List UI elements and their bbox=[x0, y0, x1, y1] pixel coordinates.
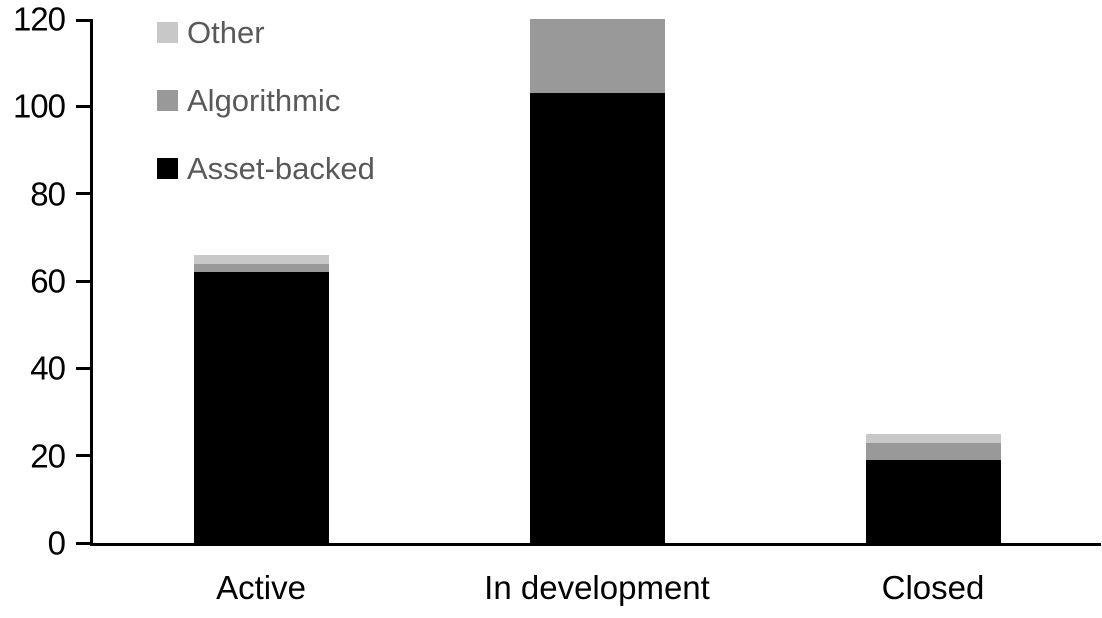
y-axis-tick-80 bbox=[76, 192, 90, 196]
legend-item-algorithmic: Algorithmic bbox=[157, 82, 375, 118]
bar-segment-algorithmic-active bbox=[193, 263, 329, 273]
bar-segment-other-active bbox=[193, 254, 329, 264]
x-axis-label-active: Active bbox=[216, 569, 306, 606]
y-axis-tick-40 bbox=[76, 366, 90, 370]
bar-active bbox=[193, 19, 329, 543]
x-axis-label-in-development: In development bbox=[484, 569, 710, 606]
bar-segment-algorithmic-in-development bbox=[529, 19, 665, 94]
bar-segment-asset-backed-in-development bbox=[529, 93, 665, 543]
bar-closed bbox=[865, 19, 1001, 543]
legend-label-other: Other bbox=[187, 14, 265, 50]
y-axis-label-60: 60 bbox=[30, 262, 66, 300]
bar-segment-asset-backed-closed bbox=[865, 460, 1001, 543]
legend-label-algorithmic: Algorithmic bbox=[187, 82, 341, 118]
plot-area: 0 20 40 60 80 100 120 Active In development Close… bbox=[13, 3, 1101, 604]
legend-item-asset-backed: Asset-backed bbox=[157, 150, 375, 186]
legend-label-asset-backed: Asset-backed bbox=[187, 150, 375, 186]
y-axis-tick-60 bbox=[76, 279, 90, 283]
y-axis-label-20: 20 bbox=[30, 437, 66, 475]
bar-in-development bbox=[529, 19, 665, 543]
bar-segment-algorithmic-closed bbox=[865, 442, 1001, 461]
y-axis-label-40: 40 bbox=[30, 349, 66, 387]
y-axis-tick-100 bbox=[76, 104, 90, 108]
y-axis-tick-0 bbox=[76, 541, 90, 545]
legend-swatch-asset-backed-icon bbox=[157, 157, 178, 179]
y-axis-label-0: 0 bbox=[47, 524, 66, 562]
x-axis-label-closed: Closed bbox=[881, 569, 985, 606]
legend: Other Algorithmic Asset-backed bbox=[157, 14, 375, 186]
legend-item-other: Other bbox=[157, 14, 375, 50]
bar-segment-other-closed bbox=[865, 433, 1001, 443]
y-axis-label-100: 100 bbox=[12, 87, 66, 125]
y-axis-label-120: 120 bbox=[12, 0, 66, 38]
y-axis-tick-20 bbox=[76, 454, 90, 458]
bar-segment-asset-backed-active bbox=[193, 272, 329, 543]
legend-swatch-other-icon bbox=[157, 21, 178, 43]
legend-swatch-algorithmic-icon bbox=[157, 89, 178, 111]
y-axis-tick-120 bbox=[76, 19, 90, 22]
y-axis-label-80: 80 bbox=[30, 175, 66, 213]
